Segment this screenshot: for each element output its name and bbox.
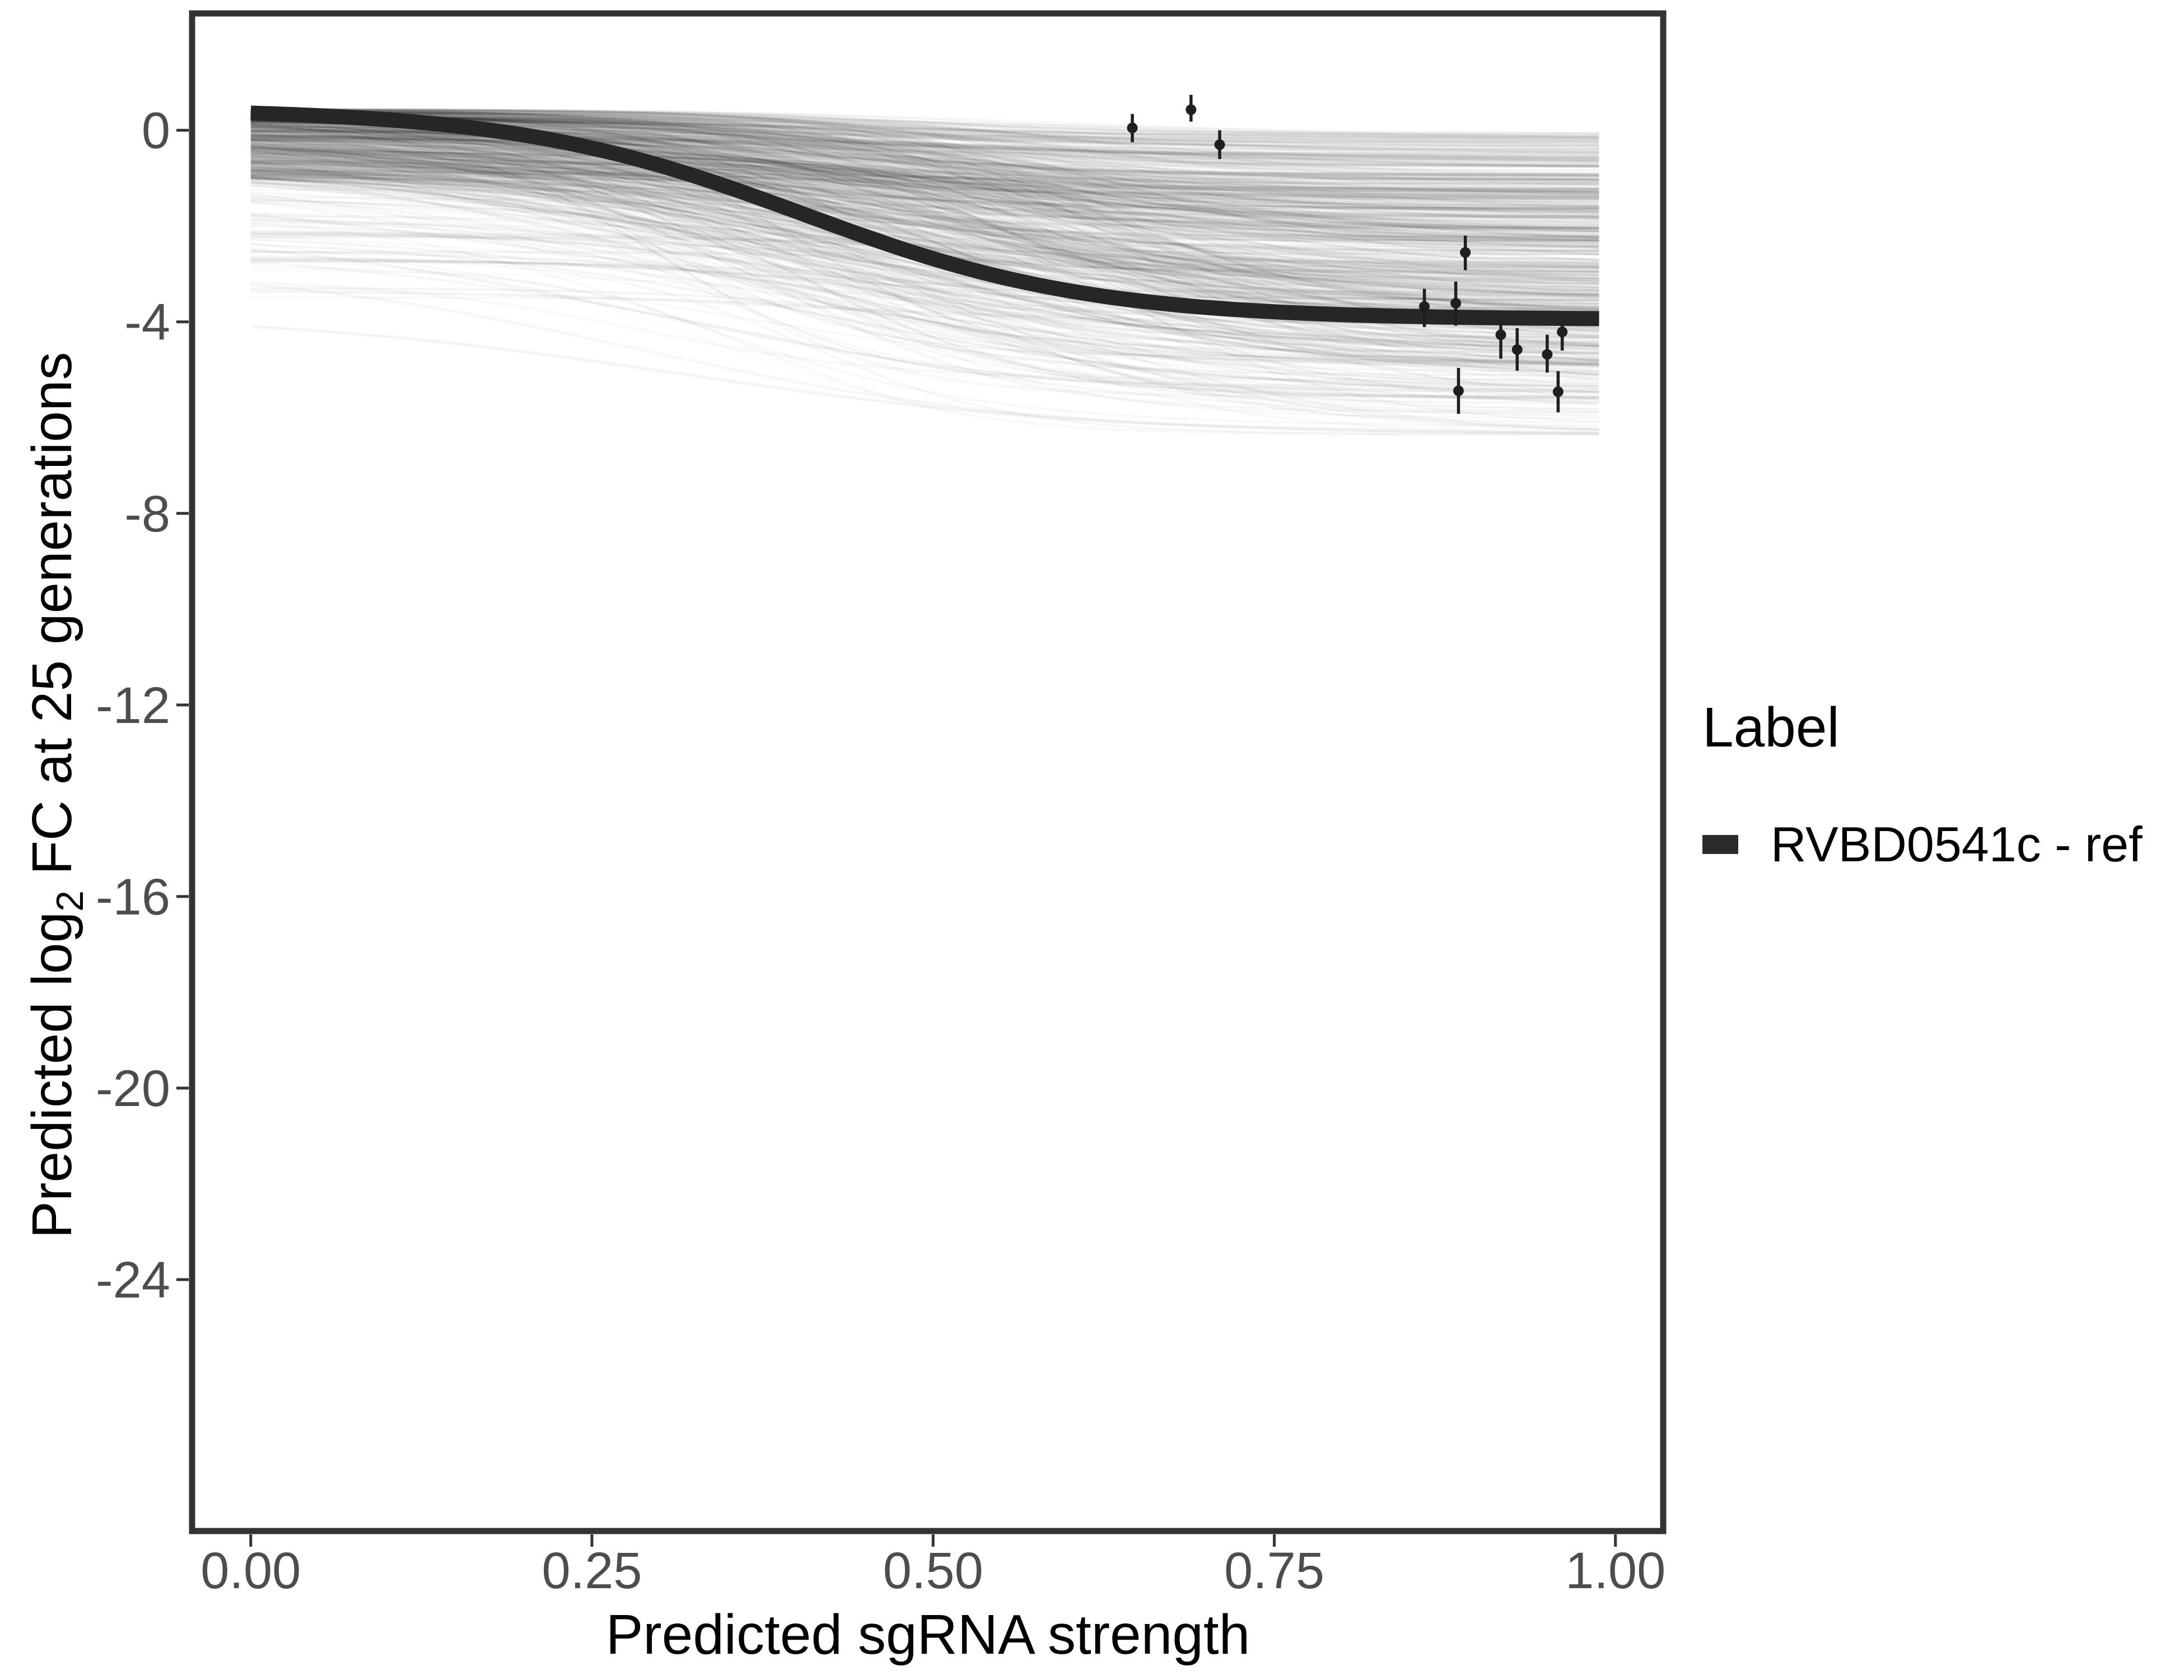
legend: Label RVBD0541c - ref (1702, 696, 2143, 873)
point-marker (1419, 301, 1430, 312)
axes-layer: 0.00 0.25 0.50 0.75 1.00 0 -4 -8 -12 -16 -20 -24 (96, 10, 1667, 1599)
observed-point (1127, 114, 1138, 143)
x-axis-tick-label: 0.50 (883, 1542, 983, 1599)
legend-key-line-icon (1702, 835, 1738, 854)
point-marker (1542, 349, 1553, 360)
y-axis-title-subscript: 2 (49, 890, 91, 912)
point-marker (1453, 385, 1464, 396)
observed-point (1511, 328, 1523, 371)
y-axis-tick-label: -4 (124, 294, 170, 351)
panel-border (189, 10, 1667, 1534)
y-axis-tick-label: -8 (124, 486, 170, 543)
x-axis-title: Predicted sgRNA strength (605, 1603, 1250, 1666)
point-marker (1214, 139, 1225, 150)
observed-point (1419, 288, 1430, 328)
y-axis-title: Predicted log2 FC at 25 generations (20, 352, 92, 1238)
observed-point (1495, 323, 1506, 359)
reference-curve (250, 105, 1599, 326)
x-axis-tick-label: 0.25 (542, 1542, 642, 1599)
observed-point (1542, 334, 1553, 373)
observed-point (1552, 371, 1564, 413)
point-marker (1557, 326, 1568, 338)
y-axis-tick-label: -16 (96, 869, 170, 926)
observed-point (1186, 95, 1197, 122)
point-marker (1450, 297, 1462, 309)
y-axis-tick-label: -20 (96, 1060, 170, 1117)
point-marker (1552, 386, 1564, 398)
y-axis-title-prefix: Predicted log (21, 911, 83, 1239)
observed-point (1557, 324, 1568, 351)
observed-point (1450, 281, 1462, 326)
y-axis-tick-label: -12 (96, 677, 170, 734)
observed-point (1453, 367, 1464, 414)
legend-title: Label (1702, 696, 1840, 759)
point-marker (1127, 122, 1138, 133)
point-marker (1186, 104, 1197, 115)
point-marker (1460, 247, 1471, 258)
y-axis-tick-label: 0 (142, 102, 170, 160)
x-axis-tick-label: 0.75 (1224, 1542, 1324, 1599)
x-axis-tick-label: 0.00 (200, 1542, 301, 1599)
x-axis-tick-label: 1.00 (1565, 1542, 1665, 1599)
reference-curve-layer (250, 105, 1599, 326)
observed-point (1460, 235, 1471, 270)
point-marker (1495, 329, 1506, 340)
legend-entry-label: RVBD0541c - ref (1771, 816, 2143, 872)
legend-entry: RVBD0541c - ref (1702, 816, 2143, 873)
point-marker (1511, 344, 1523, 355)
y-axis-tick-label: -24 (96, 1252, 170, 1309)
observed-point (1214, 130, 1225, 159)
observed-points-layer (1127, 95, 1568, 414)
y-axis-title-suffix: FC at 25 generations (21, 352, 83, 891)
